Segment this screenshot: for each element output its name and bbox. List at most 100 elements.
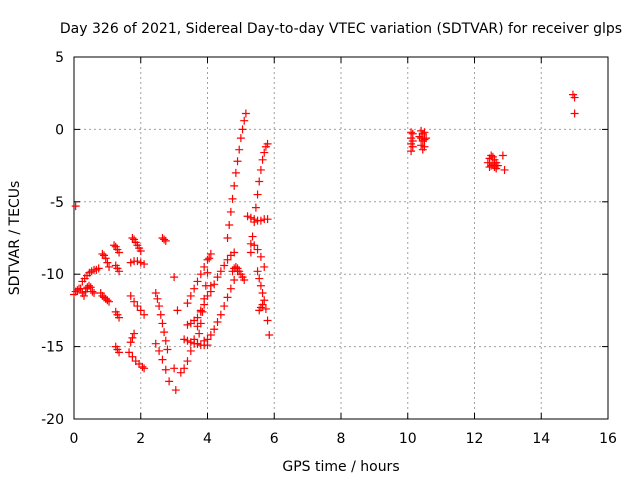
data-point xyxy=(422,134,431,143)
data-point xyxy=(243,212,252,221)
data-point xyxy=(407,147,416,156)
data-point xyxy=(183,299,192,308)
data-point xyxy=(206,331,215,340)
data-point xyxy=(160,328,169,337)
data-point xyxy=(128,352,137,361)
data-point xyxy=(180,335,189,344)
data-point xyxy=(250,241,259,250)
y-axis-label: SDTVAR / TECUs xyxy=(7,181,23,296)
data-point xyxy=(136,306,145,315)
data-point xyxy=(156,310,165,319)
data-point xyxy=(263,316,272,325)
data-point xyxy=(420,128,429,137)
data-point xyxy=(570,93,579,102)
data-point xyxy=(90,289,99,298)
data-point xyxy=(210,325,219,334)
data-point xyxy=(140,260,149,269)
data-point xyxy=(408,129,417,138)
data-point xyxy=(230,248,239,257)
data-point xyxy=(265,331,274,340)
data-point xyxy=(193,339,202,348)
data-point xyxy=(163,345,172,354)
data-point xyxy=(213,273,222,282)
data-point xyxy=(200,262,209,271)
chart-title: Day 326 of 2021, Sidereal Day-to-day VTE… xyxy=(60,21,622,37)
y-tick-label: -10 xyxy=(41,267,64,283)
data-point xyxy=(115,348,124,357)
data-point xyxy=(85,281,94,290)
data-point xyxy=(86,283,95,292)
data-point xyxy=(225,220,234,229)
data-point xyxy=(220,302,229,311)
data-point xyxy=(161,336,170,345)
data-point xyxy=(251,203,260,212)
data-point xyxy=(153,294,162,303)
data-point xyxy=(206,287,215,296)
data-point xyxy=(420,142,429,151)
data-point xyxy=(490,163,499,172)
data-point xyxy=(223,234,232,242)
data-point xyxy=(103,258,112,267)
data-point xyxy=(115,313,124,322)
x-tick-label: 12 xyxy=(466,431,484,447)
x-tick-label: 16 xyxy=(599,431,617,447)
data-point xyxy=(261,304,270,313)
data-point xyxy=(498,151,507,160)
data-point xyxy=(183,320,192,329)
data-point xyxy=(133,302,142,311)
data-point xyxy=(226,284,235,293)
data-point xyxy=(570,109,579,118)
data-point xyxy=(193,277,202,286)
data-point xyxy=(200,294,209,303)
data-point xyxy=(183,336,192,345)
data-point xyxy=(138,362,147,371)
data-point xyxy=(161,365,170,374)
data-point xyxy=(230,275,239,284)
data-point xyxy=(183,357,192,366)
data-point xyxy=(408,142,417,151)
data-point xyxy=(140,364,149,373)
data-point xyxy=(205,254,214,263)
data-point xyxy=(248,232,257,241)
data-point xyxy=(487,161,496,170)
data-point xyxy=(235,145,244,154)
y-tick-label: -5 xyxy=(50,195,64,211)
data-point xyxy=(186,338,195,347)
data-point xyxy=(190,284,199,293)
data-point xyxy=(206,249,215,258)
data-point xyxy=(263,139,272,148)
data-point xyxy=(203,255,212,264)
data-point xyxy=(198,307,207,316)
data-point xyxy=(200,336,209,345)
data-point xyxy=(195,329,204,338)
y-tick-label: 5 xyxy=(55,50,64,66)
data-point xyxy=(240,116,249,125)
data-point xyxy=(246,239,255,248)
data-point xyxy=(256,281,265,290)
data-point xyxy=(126,291,135,300)
x-tick-labels: 0 2 4 6 8 10 12 14 16 xyxy=(70,431,617,447)
data-point xyxy=(133,257,142,266)
data-point xyxy=(88,287,97,296)
data-point xyxy=(253,245,262,254)
x-tick-label: 8 xyxy=(337,431,346,447)
data-point xyxy=(155,302,164,311)
data-point xyxy=(130,297,139,306)
data-point xyxy=(260,148,269,157)
data-point xyxy=(136,258,145,267)
y-tick-label: -20 xyxy=(41,412,64,428)
data-point xyxy=(246,213,255,222)
data-point xyxy=(155,346,164,355)
data-point xyxy=(170,364,179,373)
data-point xyxy=(125,348,134,357)
data-point xyxy=(180,364,189,373)
data-point xyxy=(418,129,427,138)
data-point xyxy=(216,267,225,276)
data-point xyxy=(161,236,170,245)
data-point xyxy=(223,293,232,302)
data-point xyxy=(240,275,249,284)
data-point xyxy=(140,310,149,319)
x-tick-label: 14 xyxy=(532,431,550,447)
data-point xyxy=(203,268,212,277)
data-point xyxy=(151,289,160,298)
